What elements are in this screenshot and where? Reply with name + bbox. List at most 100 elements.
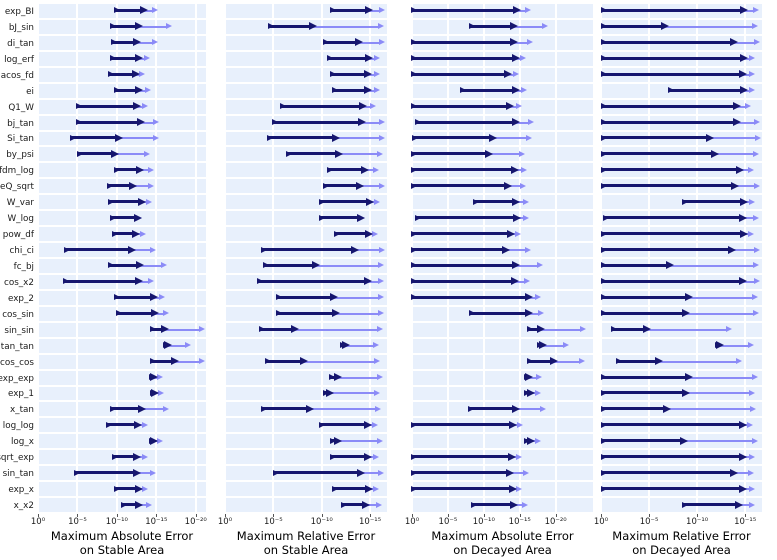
dark-arrow-line [331,8,367,12]
light-arrow-line [164,344,186,347]
dark-arrowhead-icon [526,388,535,397]
arrow-row [600,163,762,180]
dark-arrowhead-icon [359,102,368,111]
dark-arrow-start-marker-icon [600,71,607,78]
dark-arrow-start-marker-icon [329,374,336,381]
dark-arrowhead-icon [150,309,159,318]
arrow-row [412,434,593,451]
dark-arrow-line [64,248,130,252]
dark-arrow-start-marker-icon [600,453,607,460]
dark-arrowhead-icon [740,197,749,206]
light-arrowhead-icon [523,469,530,476]
x-tick-label: 10⁻¹⁵ [734,517,757,527]
dark-arrowhead-icon [128,181,137,190]
dark-arrow-line [115,295,152,299]
dark-arrow-line [601,232,743,236]
dark-arrowhead-icon [524,293,533,302]
arrow-row [38,132,206,148]
arrow-row [38,291,206,307]
axis-title: Maximum Relative Error on Decayed Area [601,529,762,557]
arrow-row [412,307,593,323]
dark-arrow-start-marker-icon [322,182,329,189]
dark-arrow-start-marker-icon [330,71,337,78]
dark-arrow-start-marker-icon [467,405,474,412]
dark-arrowhead-icon [536,325,545,334]
light-arrowhead-icon [748,501,755,508]
dark-arrow-line [265,359,303,363]
dark-arrow-line [331,455,366,459]
dark-arrow-start-marker-icon [411,262,417,269]
arrow-row [225,450,387,467]
light-arrowhead-icon [377,294,384,301]
dark-arrowhead-icon [685,293,694,302]
light-arrowhead-icon [372,342,379,349]
x-tick-label: 10⁻¹⁰ [310,517,333,527]
x-tick-mark [273,514,275,517]
gridline [369,4,372,514]
chart-panel-4 [600,4,762,514]
arrow-row [600,466,762,483]
dark-arrowhead-icon [655,357,664,366]
dark-arrow-start-marker-icon [63,246,70,253]
light-arrowhead-icon [373,71,380,78]
light-arrowhead-icon [377,278,384,285]
dark-arrow-start-marker-icon [107,71,114,78]
light-arrowhead-icon [749,405,756,412]
gridline [554,4,557,514]
arrow-row [38,243,206,259]
light-arrow-line [330,376,378,379]
dark-arrow-start-marker-icon [600,389,607,396]
light-arrowhead-icon [144,150,150,157]
dark-arrow-start-marker-icon [616,358,623,365]
arrow-row [600,371,762,387]
arrow-row [412,498,593,514]
dark-arrow-start-marker-icon [470,501,477,508]
dark-arrow-line [527,327,539,331]
dark-arrowhead-icon [526,436,535,445]
dark-arrow-line [333,88,366,92]
axis-title-line2: on Decayed Area [453,543,552,557]
light-arrowhead-icon [579,326,586,333]
x-tick-label: 10⁻¹⁵ [145,517,168,527]
dark-arrow-start-marker-icon [523,374,530,381]
dark-arrowhead-icon [739,484,748,493]
light-arrow-line [611,328,727,331]
x-tick-mark [370,514,372,517]
axis-title: Maximum Relative Error on Stable Area [225,529,387,557]
dark-arrow-start-marker-icon [149,437,155,444]
axis-title-line1: Maximum Absolute Error [50,529,194,543]
arrow-row [412,371,593,387]
light-arrowhead-icon [539,405,546,412]
arrow-row [38,36,206,52]
dark-arrowhead-icon [160,325,169,334]
dark-arrow-start-marker-icon [260,246,267,253]
gridline [115,4,118,514]
arrow-row [225,163,387,180]
dark-arrowhead-icon [361,165,370,174]
dark-arrow-line [328,56,367,60]
dark-arrowhead-icon [134,484,143,493]
dark-arrowhead-icon [364,484,373,493]
dark-arrow-line [261,407,308,411]
x-tick-mark [447,514,449,517]
gridline [696,4,699,514]
x-tick-mark [195,514,197,517]
dark-arrow-line [601,168,739,172]
dark-arrowhead-icon [115,133,124,142]
dark-arrowhead-icon [513,6,522,15]
arrow-row [600,179,762,196]
x-tick-mark [77,514,79,517]
dark-arrowhead-icon [511,165,520,174]
x-tick-mark [697,514,699,517]
dark-arrowhead-icon [508,484,517,493]
arrow-row [600,450,762,467]
arrow-row [38,498,206,514]
arrow-row [38,466,206,483]
arrow-row [411,275,593,291]
dark-arrow-line [263,263,314,267]
dark-arrowhead-icon [334,373,343,382]
gridline [446,4,449,514]
dark-arrowhead-icon [132,468,141,477]
light-arrowhead-icon [528,119,535,126]
gridline [411,4,413,514]
